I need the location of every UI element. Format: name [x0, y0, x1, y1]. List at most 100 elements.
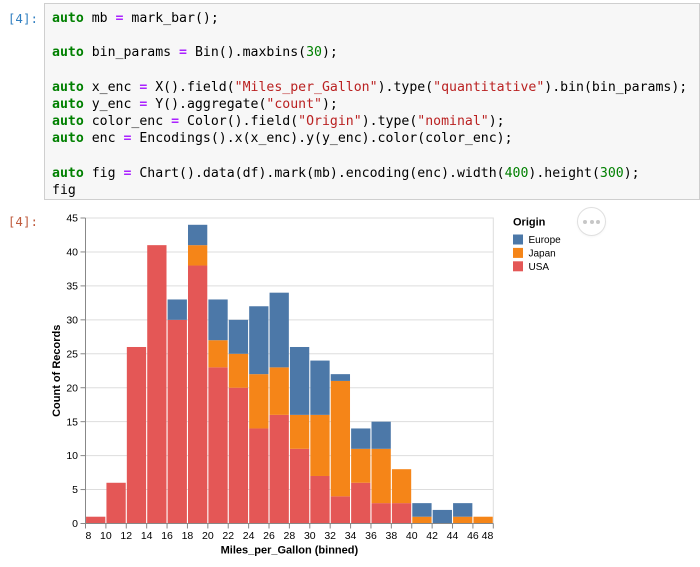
bar-segment-usa: [208, 367, 228, 524]
x-tick-label: 32: [324, 530, 336, 542]
legend: Origin Europe Japan USA: [513, 217, 562, 273]
y-tick-label: 35: [66, 280, 78, 292]
bar-segment-europe: [188, 224, 208, 246]
x-tick-label: 38: [386, 530, 398, 542]
bar-segment-japan: [473, 516, 493, 524]
bar-segment-japan: [188, 245, 208, 266]
stacked-histogram-chart: 0 5 10 15 20 25 30 35 40 45 8 10 12 14 16 18 20 22 24 26 28 3…: [51, 213, 562, 557]
x-tick-label: 20: [202, 530, 214, 542]
bar-segment-usa: [391, 503, 412, 524]
input-prompt: [4]:: [7, 11, 38, 26]
y-tick-label: 20: [66, 382, 78, 394]
bar-segment-europe: [269, 292, 289, 368]
x-axis-title: Miles_per_Gallon (binned): [221, 545, 359, 557]
bar-segment-usa: [371, 503, 391, 524]
legend-swatch-europe: [513, 234, 523, 245]
bar-segment-europe: [371, 421, 391, 449]
y-gridlines: [85, 217, 494, 491]
x-tick-label: 48: [482, 530, 494, 542]
bar-segment-japan: [228, 353, 249, 388]
x-tick-label: 44: [447, 530, 459, 542]
bar-segment-usa: [330, 496, 351, 524]
bar-segment-japan: [330, 380, 351, 497]
bar-segment-usa: [249, 428, 269, 524]
code-content[interactable]: auto mb = mark_bar(); auto bin_params = …: [52, 11, 688, 199]
x-tick-label: 42: [426, 530, 438, 542]
x-tick-label: 12: [120, 530, 132, 542]
bar-segment-usa: [188, 265, 208, 524]
bar-segment-usa: [147, 245, 167, 524]
bar-segment-europe: [289, 346, 310, 415]
x-tick-label: 22: [222, 530, 234, 542]
bar-segment-japan: [269, 367, 289, 415]
bar-segment-japan: [289, 414, 310, 449]
legend-swatch-usa: [513, 261, 523, 272]
bar-segment-japan: [208, 340, 228, 368]
legend-swatch-japan: [513, 247, 523, 258]
axes: 0 5 10 15 20 25 30 35 40 45 8 10 12 14 16 18 20 22 24 26 28 3…: [66, 213, 494, 542]
legend-label-europe: Europe: [529, 235, 562, 246]
y-tick-label: 0: [72, 518, 78, 530]
bar-segment-usa: [351, 482, 371, 524]
x-tick-label: 40: [406, 530, 418, 542]
y-tick-label: 25: [66, 348, 78, 360]
x-tick-label: 28: [284, 530, 296, 542]
y-tick-label: 5: [72, 484, 78, 496]
bar-segment-europe: [351, 428, 371, 449]
bar-segment-europe: [330, 374, 351, 381]
bar-segment-europe: [432, 509, 452, 524]
output-prompt: [4]:: [7, 214, 38, 229]
bars: [86, 224, 493, 524]
bar-segment-usa: [167, 319, 187, 524]
x-tick-label: 46: [467, 530, 479, 542]
bar-segment-europe: [208, 299, 228, 341]
bar-segment-europe: [453, 503, 473, 517]
y-tick-label: 40: [66, 247, 78, 259]
x-tick-label: 24: [243, 530, 255, 542]
x-tick-label: 18: [182, 530, 194, 542]
x-tick-label: 34: [345, 530, 357, 542]
x-tick-label: 8: [86, 530, 92, 542]
legend-title: Origin: [513, 217, 546, 229]
bar-segment-japan: [249, 374, 269, 429]
bar-segment-japan: [310, 414, 330, 476]
bar-segment-japan: [453, 516, 473, 524]
output-area: 0 5 10 15 20 25 30 35 40 45 8 10 12 14 16 18 20 22 24 26 28 3…: [44, 204, 700, 565]
x-tick-label: 26: [263, 530, 275, 542]
bar-segment-europe: [310, 360, 330, 415]
bar-segment-japan: [351, 448, 371, 483]
y-tick-label: 30: [66, 314, 78, 326]
y-tick-label: 15: [66, 416, 78, 428]
plot-view-border: [85, 217, 494, 524]
y-tick-label: 45: [66, 213, 78, 225]
bar-segment-europe: [249, 306, 269, 375]
ellipsis-dot: [583, 219, 588, 224]
bar-segment-europe: [412, 503, 432, 517]
bar-segment-usa: [289, 448, 310, 524]
bar-segment-usa: [228, 387, 249, 524]
bar-segment-usa: [269, 414, 289, 524]
ellipsis-dot: [595, 219, 600, 224]
bar-segment-usa: [106, 482, 126, 524]
vega-actions-button[interactable]: [577, 207, 606, 236]
x-tick-label: 16: [161, 530, 173, 542]
bar-segment-japan: [391, 469, 412, 504]
x-tick-label: 36: [365, 530, 377, 542]
x-tick-label: 10: [100, 530, 112, 542]
y-tick-label: 10: [66, 450, 78, 462]
bar-segment-usa: [86, 516, 106, 524]
bar-segment-japan: [371, 448, 391, 504]
x-tick-label: 14: [141, 530, 153, 542]
legend-label-usa: USA: [529, 262, 550, 273]
ellipsis-dot: [589, 219, 594, 224]
bar-segment-japan: [412, 516, 432, 524]
bar-segment-usa: [126, 346, 147, 524]
bar-segment-europe: [228, 319, 249, 354]
code-cell-editor[interactable]: auto mb = mark_bar(); auto bin_params = …: [44, 3, 700, 200]
bar-segment-usa: [310, 475, 330, 524]
x-tick-label: 30: [304, 530, 316, 542]
y-axis-title: Count of Records: [51, 325, 63, 417]
bar-segment-europe: [167, 299, 187, 320]
legend-label-japan: Japan: [529, 249, 556, 260]
